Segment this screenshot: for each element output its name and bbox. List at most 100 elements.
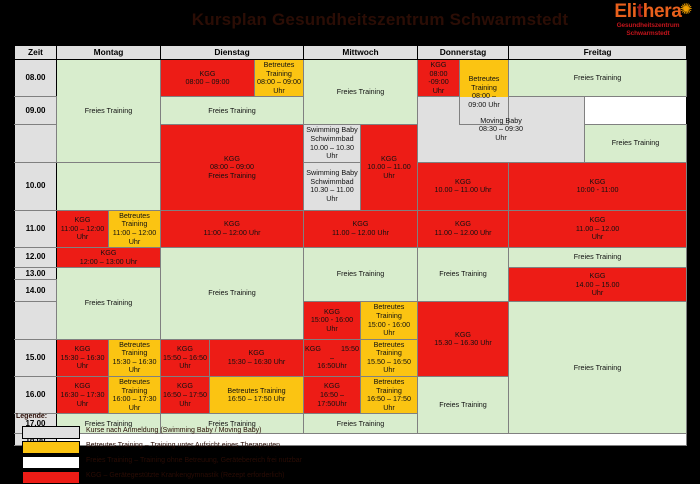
cell-mittwoch-freies-training-1700[interactable]: Freies Training bbox=[302, 413, 419, 435]
cell-title-l2: Training bbox=[471, 82, 497, 92]
cell-time: 16:00 – 17:30 Uhr bbox=[112, 394, 157, 412]
yellow-swatch bbox=[22, 441, 80, 454]
table-header-row: Zeit Montag Dienstag Mittwoch Donnerstag… bbox=[14, 45, 688, 60]
cell-time: 08:30 – 09:30 bbox=[479, 124, 523, 134]
cell-freitag-freies-training-1300[interactable]: Freies Training bbox=[508, 247, 688, 269]
cell-text: Freies Training bbox=[336, 269, 385, 279]
cell-time-cont: Uhr bbox=[495, 132, 507, 142]
cell-donnerstag-freies-training-0900[interactable]: Freies Training bbox=[584, 124, 688, 163]
cell-mittwoch-kgg-1550[interactable]: KGG 15:50 – 16:50Uhr bbox=[303, 338, 361, 378]
butterfly-icon: ✺ bbox=[679, 1, 693, 18]
cell-freitag-moving-baby[interactable]: Moving Baby 08:30 – 09:30 Uhr bbox=[417, 96, 586, 163]
cell-montag-kgg-1200[interactable]: KGG 12:00 – 13:00 Uhr bbox=[56, 247, 161, 269]
cell-freitag-freies-training-afternoon[interactable]: Freies Training bbox=[508, 301, 688, 435]
cell-donnerstag-freies-training-mid[interactable]: Freies Training bbox=[417, 247, 510, 303]
cell-dienstag-kgg-1550[interactable]: KGG 15:50 – 16:50 Uhr bbox=[160, 338, 210, 378]
time-label-1400: 14.00 bbox=[14, 279, 57, 303]
logo-word-part3: hera bbox=[642, 1, 682, 22]
cell-montag-freies-training-mid[interactable]: Freies Training bbox=[56, 267, 161, 340]
cell-montag-kgg-1100[interactable]: KGG 11:00 – 12:00 Uhr bbox=[56, 209, 109, 249]
cell-donnerstag-kgg-0800[interactable]: KGG 08:00 -09:00 Uhr bbox=[417, 58, 461, 98]
cell-dienstag-betreutes-1650[interactable]: Betreutes Training 16:50 – 17:50 Uhr bbox=[209, 376, 304, 415]
column-header-donnerstag: Donnerstag bbox=[417, 45, 510, 60]
cell-time-l2: 09:00 Uhr bbox=[468, 99, 500, 109]
cell-mittwoch-swimming-baby-1000[interactable]: Swimming Baby Schwimmbad 10.00 – 10.30 U… bbox=[303, 124, 361, 163]
cell-mittwoch-kgg-1500[interactable]: KGG 15:00 - 16:00 Uhr bbox=[303, 301, 361, 340]
cell-donnerstag-kgg-1530[interactable]: KGG 15.30 – 16.30 Uhr bbox=[417, 301, 510, 378]
cell-mittwoch-kgg-1100[interactable]: KGG 11.00 – 12.00 Uhr bbox=[302, 209, 419, 249]
cell-mittwoch-kgg-1000[interactable]: KGG 10.00 – 11.00 Uhr bbox=[359, 124, 419, 211]
cell-dienstag-kgg-1530[interactable]: KGG 15:30 – 16:30 Uhr bbox=[209, 338, 304, 378]
cell-time: 11.00 – 12.00 bbox=[575, 223, 620, 233]
cell-mittwoch-freies-training-mid[interactable]: Freies Training bbox=[302, 247, 419, 303]
table-row-0800: 08.00 Freies Training KGG 08:00 – 09:00 … bbox=[14, 58, 688, 163]
cell-montag-betreutes-1600[interactable]: Betreutes Training 16:00 – 17:30 Uhr bbox=[108, 376, 161, 415]
table-row-0930: KGG 08:00 – 09:00 Freies Training Swimmi… bbox=[14, 124, 688, 211]
cell-text: Freies Training bbox=[84, 418, 133, 428]
cell-mittwoch-swimming-baby-1030[interactable]: Swimming Baby Schwimmbad 10.30 – 11.00 U… bbox=[303, 161, 361, 211]
cell-title: Moving Baby bbox=[480, 115, 522, 125]
time-label-1000: 10.00 bbox=[14, 161, 57, 211]
cell-text: Freies Training bbox=[336, 86, 385, 96]
cell-title: Betreutes Training bbox=[119, 339, 150, 358]
cell-time: 11:00 – 12:00 Uhr bbox=[60, 223, 105, 242]
cell-title: KGG bbox=[455, 176, 472, 186]
cell-donnerstag-kgg-1000[interactable]: KGG 10.00 – 11.00 Uhr bbox=[417, 161, 510, 211]
cell-montag-freies-training-1700[interactable]: Freies Training bbox=[56, 413, 161, 435]
grey-swatch bbox=[22, 426, 80, 439]
cell-dienstag-kgg-1100[interactable]: KGG 11:00 – 12:00 Uhr bbox=[160, 209, 304, 249]
cell-donnerstag-freies-training-afternoon[interactable]: Freies Training bbox=[417, 376, 510, 435]
cell-time: 15:00 - 16:00 Uhr bbox=[367, 319, 411, 338]
cell-mittwoch-betreutes-1550[interactable]: Betreutes Training 15.50 – 16:50 Uhr bbox=[359, 338, 419, 378]
cell-montag-freies-training-morning[interactable]: Freies Training bbox=[56, 59, 161, 163]
cell-mittwoch-freies-training-morning[interactable]: Freies Training bbox=[302, 58, 419, 126]
cell-freitag-kgg-1400[interactable]: KGG 14.00 – 15.00 Uhr bbox=[508, 267, 688, 303]
cell-text: Freies Training bbox=[208, 418, 256, 428]
cell-dienstag-freies-training-1700[interactable]: Freies Training bbox=[160, 413, 304, 435]
cell-freitag-freies-training-0800[interactable]: Freies Training bbox=[508, 58, 688, 98]
cell-dienstag-kgg-block[interactable]: KGG 08:00 – 09:00 Freies Training bbox=[160, 124, 304, 211]
cell-title: KGG bbox=[589, 215, 606, 225]
cell-donnerstag-kgg-1100[interactable]: KGG 11.00 – 12.00 Uhr bbox=[417, 209, 510, 249]
cell-montag-kgg-1530[interactable]: KGG 15:30 – 16:30 Uhr bbox=[56, 338, 109, 378]
cell-mittwoch-kgg-1650[interactable]: KGG 16:50 – 17:50Uhr bbox=[303, 376, 361, 415]
elithera-logo: Elithera Gesundheitszentrum Schwarmstedt… bbox=[600, 2, 696, 44]
cell-time-cont: Uhr bbox=[179, 398, 191, 408]
cell-montag-betreutes-1100[interactable]: Betreutes Training 11:00 – 12:00 Uhr bbox=[108, 209, 161, 249]
cell-dienstag-kgg-0800[interactable]: KGG 08:00 – 09:00 bbox=[160, 58, 255, 98]
cell-dienstag-kgg-1650[interactable]: KGG 16:50 – 17:50 Uhr bbox=[160, 376, 210, 415]
cell-time: 11:00 – 12:00 Uhr bbox=[203, 227, 261, 237]
cell-time: 10.00 – 10.30 Uhr bbox=[310, 142, 354, 161]
schedule-table: Zeit Montag Dienstag Mittwoch Donnerstag… bbox=[14, 45, 688, 447]
cell-montag-freies-training-1000[interactable] bbox=[56, 161, 161, 211]
cell-time-l1: 08:00 – bbox=[472, 91, 497, 101]
cell-mittwoch-betreutes-1650[interactable]: Betreutes Training 16:50 – 17:50 Uhr bbox=[359, 376, 419, 415]
cell-mittwoch-betreutes-1500[interactable]: Betreutes Training 15:00 - 16:00 Uhr bbox=[359, 301, 419, 340]
cell-title: Betreutes Training bbox=[373, 302, 405, 320]
cell-title-l1: Betreutes bbox=[468, 74, 500, 83]
table-row-1300: 13.00 Freies Training KGG 14.00 – 15.00 … bbox=[14, 267, 688, 340]
legend-item-yellow: Betreutes Training – Training unter Aufs… bbox=[14, 440, 686, 454]
cell-title: KGG bbox=[455, 219, 472, 229]
cell-dienstag-betreutes-0800[interactable]: Betreutes Training 08:00 – 09:00 Uhr bbox=[254, 58, 304, 98]
cell-time: 15:30 – 16:30 Uhr bbox=[112, 356, 157, 375]
cell-freitag-kgg-1100[interactable]: KGG 11.00 – 12.00 Uhr bbox=[508, 209, 688, 249]
cell-dienstag-freies-training-mid[interactable]: Freies Training bbox=[160, 247, 304, 340]
cell-montag-betreutes-1530[interactable]: Betreutes Training 15:30 – 16:30 Uhr bbox=[108, 338, 161, 378]
table-row-1800: 18.00 bbox=[14, 433, 688, 447]
cell-title-l2: Schwimmbad bbox=[310, 133, 354, 143]
cell-freitag-kgg-1000[interactable]: KGG 10:00 - 11:00 bbox=[508, 161, 688, 211]
column-header-mittwoch: Mittwoch bbox=[302, 45, 419, 60]
cell-time-cont: Uhr bbox=[591, 288, 604, 298]
cell-dienstag-freies-training-0900[interactable]: Freies Training bbox=[160, 96, 304, 126]
time-label-0900: 09.00 bbox=[14, 96, 57, 126]
cell-text: Freies Training bbox=[439, 399, 487, 409]
cell-time: 11:00 – 12:00 Uhr bbox=[112, 227, 157, 246]
cell-time-cont: 16:50Uhr bbox=[317, 361, 347, 371]
cell-title: Betreutes Training bbox=[227, 385, 286, 395]
legend-heading: Legende: bbox=[16, 413, 48, 420]
cell-montag-kgg-1630[interactable]: KGG 16:30 – 17:30 Uhr bbox=[56, 376, 109, 415]
cell-time-cont: Uhr bbox=[432, 85, 445, 95]
logo-word-part2: t bbox=[636, 1, 643, 22]
cell-title: KGG bbox=[430, 60, 447, 69]
